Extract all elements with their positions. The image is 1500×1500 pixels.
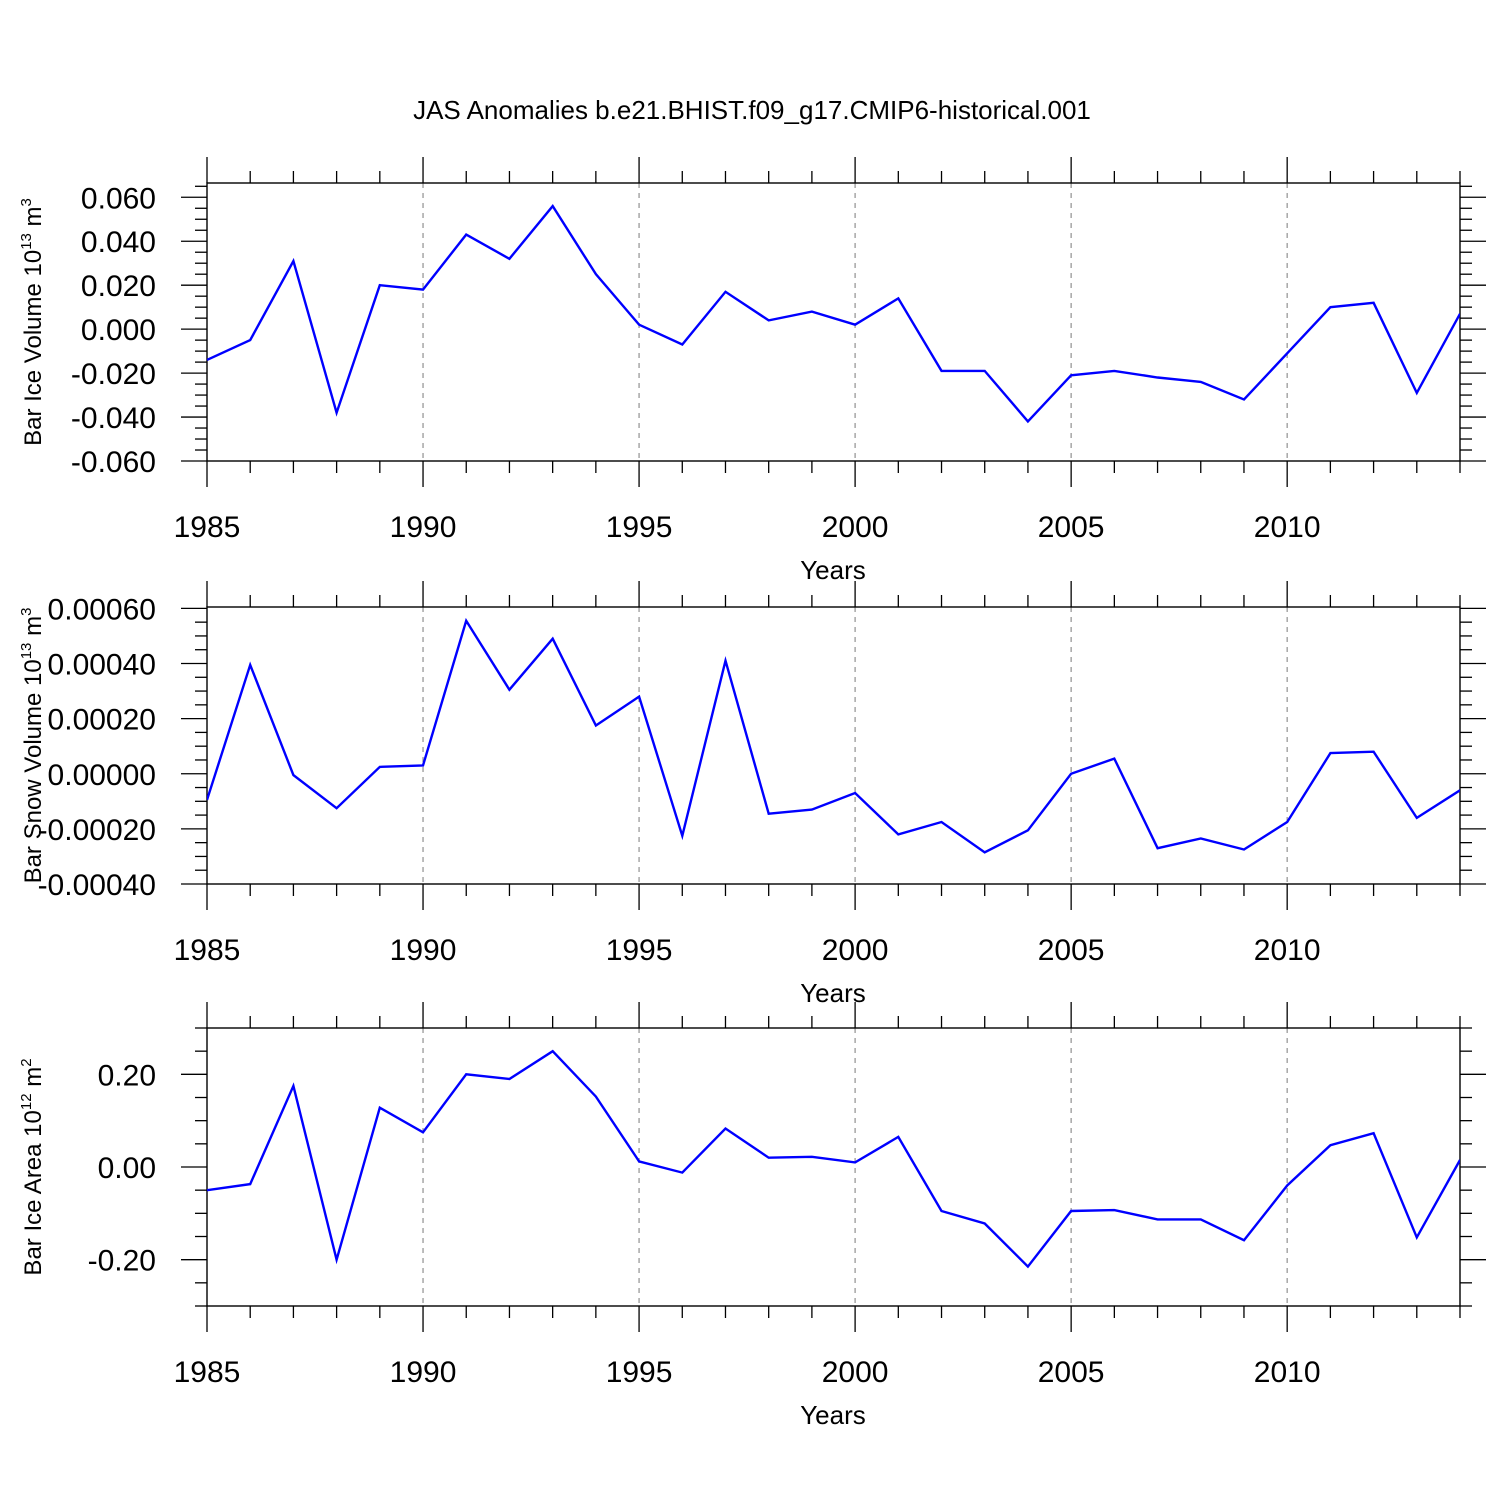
- x-tick-label: 1995: [606, 1356, 673, 1389]
- y-tick-label: 0.00020: [48, 704, 156, 737]
- x-tick-label: 2010: [1254, 511, 1321, 544]
- x-tick-label: 2010: [1254, 934, 1321, 967]
- x-tick-label: 2010: [1254, 1356, 1321, 1389]
- y-tick-label: 0.060: [81, 182, 156, 215]
- x-ticks: [206, 1002, 1461, 1332]
- x-tick-label: 1985: [174, 934, 241, 967]
- x-ticks: [206, 581, 1461, 910]
- y-tick-label: 0.020: [81, 270, 156, 303]
- y-ticks: [181, 607, 1486, 885]
- y-tick-label: -0.060: [71, 446, 156, 479]
- plot-frame: [206, 1027, 1461, 1307]
- x-tick-label: 2000: [822, 934, 889, 967]
- y-tick-label: 0.00: [98, 1152, 156, 1185]
- panel-2: -0.00040 -0.00020 0.00000 0.00020 0.00040 0.0…: [18, 581, 1486, 1008]
- x-tick-label: 2000: [822, 511, 889, 544]
- data-points: [206, 620, 1461, 853]
- y-tick-label: 0.00000: [48, 759, 156, 792]
- x-axis-label: Years: [800, 978, 866, 1008]
- y-tick-label: -0.040: [71, 402, 156, 435]
- x-tick-label: 2005: [1038, 934, 1105, 967]
- x-tick-label: 1995: [606, 934, 673, 967]
- x-axis-label: Years: [800, 555, 866, 585]
- x-tick-label: 1990: [390, 934, 457, 967]
- x-tick-label: 1985: [174, 1356, 241, 1389]
- y-tick-label: -0.00040: [38, 869, 156, 902]
- x-tick-label: 1995: [606, 511, 673, 544]
- series-line: [207, 617, 1460, 854]
- y-tick-label: 0.000: [81, 314, 156, 347]
- plot-frame: [206, 606, 1461, 885]
- panel-1: -0.060 -0.040 -0.020 0.000 0.020 0.040 0.060 19…: [18, 157, 1486, 585]
- y-axis-label: Bar Snow Volume 1013 m3: [18, 608, 47, 884]
- x-tick-label: 1990: [390, 511, 457, 544]
- x-tick-label: 2000: [822, 1356, 889, 1389]
- y-tick-label: 0.20: [98, 1059, 156, 1092]
- x-tick-label: 2005: [1038, 1356, 1105, 1389]
- plot-frame: [206, 182, 1461, 462]
- y-tick-label: 0.00060: [48, 593, 156, 626]
- x-tick-label: 2005: [1038, 511, 1105, 544]
- data-points: [206, 1051, 1461, 1267]
- series-line: [207, 204, 1460, 424]
- figure-title: JAS Anomalies b.e21.BHIST.f09_g17.CMIP6-…: [413, 95, 1091, 125]
- x-ticks: [206, 157, 1461, 487]
- data-points: [206, 206, 1461, 422]
- series-line: [207, 1049, 1460, 1269]
- y-tick-label: -0.00020: [38, 814, 156, 847]
- panels: -0.060 -0.040 -0.020 0.000 0.020 0.040 0.060 19…: [18, 157, 1486, 1430]
- y-ticks: [181, 185, 1486, 462]
- y-axis-label: Bar Ice Area 1012 m2: [18, 1058, 47, 1275]
- x-tick-label: 1985: [174, 511, 241, 544]
- y-tick-label: -0.20: [88, 1245, 156, 1278]
- y-tick-label: 0.040: [81, 226, 156, 259]
- panel-3: -0.20 0.00 0.20 1985 1990 1995 2000 2005 2010 Yea…: [18, 1002, 1486, 1430]
- y-axis-label: Bar Ice Volume 1013 m3: [18, 198, 47, 446]
- y-ticks: [181, 1027, 1486, 1307]
- y-tick-label: -0.020: [71, 358, 156, 391]
- x-axis-label: Years: [800, 1400, 866, 1430]
- x-tick-label: 1990: [390, 1356, 457, 1389]
- y-tick-label: 0.00040: [48, 649, 156, 682]
